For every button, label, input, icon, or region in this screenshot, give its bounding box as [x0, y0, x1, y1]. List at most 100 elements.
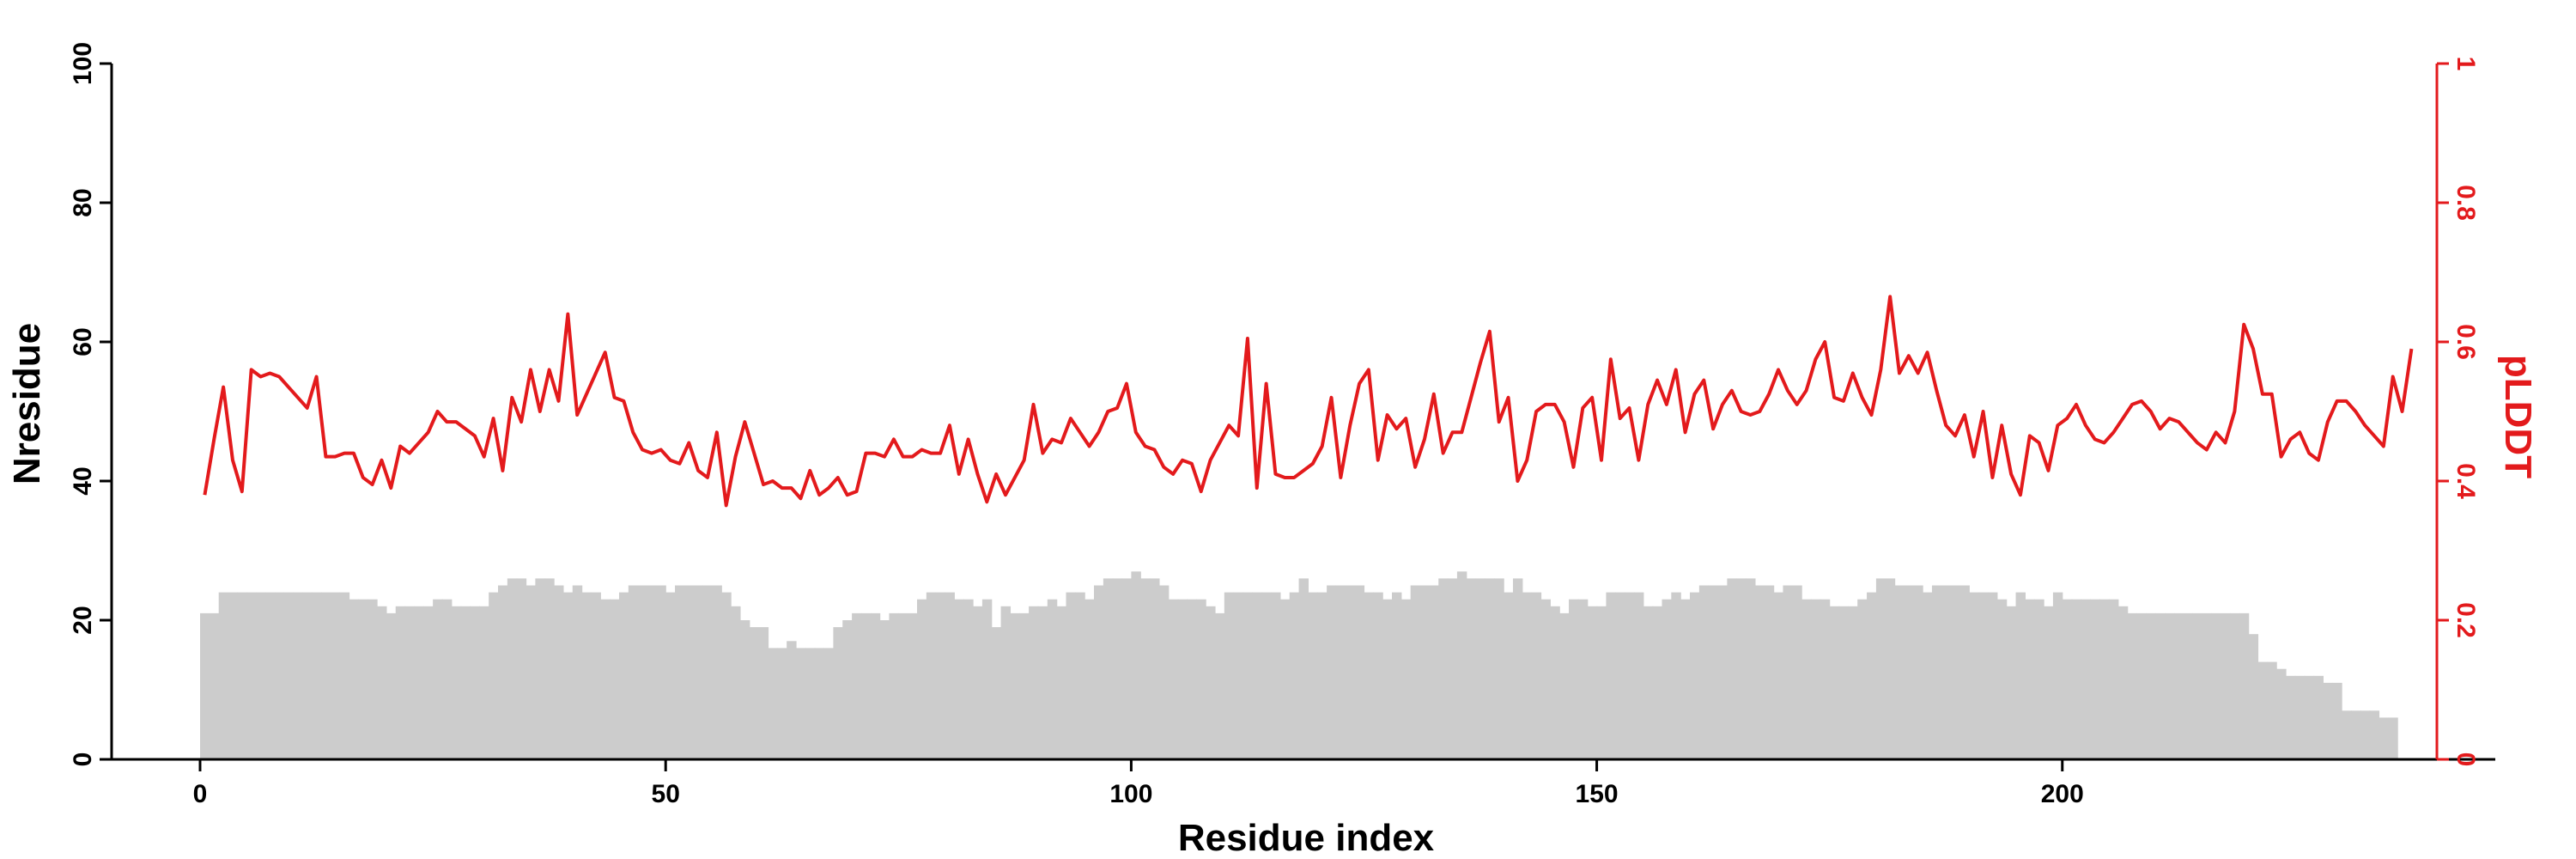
bar	[1959, 585, 1970, 759]
bar	[1867, 592, 1877, 759]
bar	[2202, 612, 2212, 759]
bar	[954, 599, 964, 759]
bar	[1010, 612, 1020, 759]
bar	[1140, 578, 1151, 759]
bar	[1485, 578, 1495, 759]
bar	[1242, 592, 1253, 759]
x-axis-title: Residue index	[1178, 817, 1435, 859]
bar	[1121, 578, 1132, 759]
bar	[562, 592, 574, 759]
bar	[2127, 612, 2138, 759]
y-right-tick-label: 0.2	[2451, 602, 2480, 638]
bar	[758, 627, 769, 759]
bar	[805, 648, 816, 759]
bar	[683, 585, 695, 759]
bar	[1056, 606, 1067, 759]
bar	[1456, 571, 1467, 759]
bar	[1727, 578, 1737, 759]
bar	[1643, 606, 1654, 759]
bar	[1364, 592, 1374, 759]
bar	[460, 606, 471, 759]
bar	[2313, 675, 2324, 759]
bar	[618, 592, 629, 759]
bar	[1400, 599, 1412, 759]
bar	[554, 585, 564, 759]
bar	[2221, 612, 2231, 759]
y-left-tick-label: 40	[69, 466, 97, 495]
bar	[647, 585, 657, 759]
bar	[1438, 578, 1449, 759]
bar	[498, 585, 508, 759]
bar	[1773, 592, 1784, 759]
bar	[1746, 578, 1756, 759]
bar	[1894, 585, 1905, 759]
bar	[860, 612, 872, 759]
bar	[1904, 585, 1914, 759]
bar	[293, 592, 303, 759]
bar	[1941, 585, 1952, 759]
y-right-tick-label: 0.6	[2451, 324, 2480, 360]
bar	[600, 599, 611, 759]
bar	[237, 592, 247, 759]
bar	[1671, 592, 1681, 759]
bar	[1103, 578, 1114, 759]
bar	[1317, 592, 1327, 759]
bar	[1857, 599, 1868, 759]
bar	[1820, 599, 1831, 759]
bar	[2248, 634, 2259, 759]
bar	[1037, 606, 1048, 759]
bar	[898, 612, 908, 759]
bar	[2034, 599, 2044, 759]
y-left-tick-label: 0	[69, 752, 97, 767]
bar	[1066, 592, 1076, 759]
bar	[1875, 578, 1886, 759]
bar	[1885, 578, 1896, 759]
bar	[1075, 592, 1085, 759]
bar	[1698, 585, 1710, 759]
bar	[526, 585, 536, 759]
bar	[1392, 592, 1402, 759]
bar	[591, 592, 601, 759]
bar	[2369, 710, 2380, 759]
bar	[1754, 585, 1765, 759]
bar	[2388, 717, 2398, 759]
x-tick-label: 150	[1576, 780, 1619, 808]
bar	[1475, 578, 1486, 759]
bar	[908, 612, 918, 759]
bar	[2342, 710, 2352, 759]
bar	[1019, 612, 1030, 759]
bar	[1354, 585, 1365, 759]
bar	[1569, 599, 1579, 759]
bar	[377, 606, 387, 759]
bar	[702, 585, 714, 759]
bar	[572, 585, 583, 759]
bar	[2276, 668, 2287, 759]
bar	[489, 592, 499, 759]
x-tick-label: 200	[2041, 780, 2084, 808]
bar	[1214, 612, 1225, 759]
bar	[823, 648, 834, 759]
bar	[1094, 585, 1104, 759]
bar	[1708, 585, 1719, 759]
bar	[1029, 606, 1039, 759]
bar	[256, 592, 266, 759]
bar	[787, 641, 797, 759]
bar	[879, 620, 890, 759]
bar	[693, 585, 704, 759]
bar	[1680, 599, 1691, 759]
bar	[1327, 585, 1337, 759]
bar	[926, 592, 937, 759]
bar	[833, 627, 843, 759]
bar	[1345, 585, 1356, 759]
bar	[200, 612, 210, 759]
bar	[628, 585, 639, 759]
bar	[2379, 717, 2389, 759]
bar	[507, 578, 518, 759]
bar	[1764, 585, 1775, 759]
bar	[2062, 599, 2073, 759]
bar	[433, 599, 443, 759]
bar	[1996, 599, 2008, 759]
bar	[1233, 592, 1244, 759]
bar	[1047, 599, 1058, 759]
y-right-tick-label: 0	[2451, 752, 2480, 767]
